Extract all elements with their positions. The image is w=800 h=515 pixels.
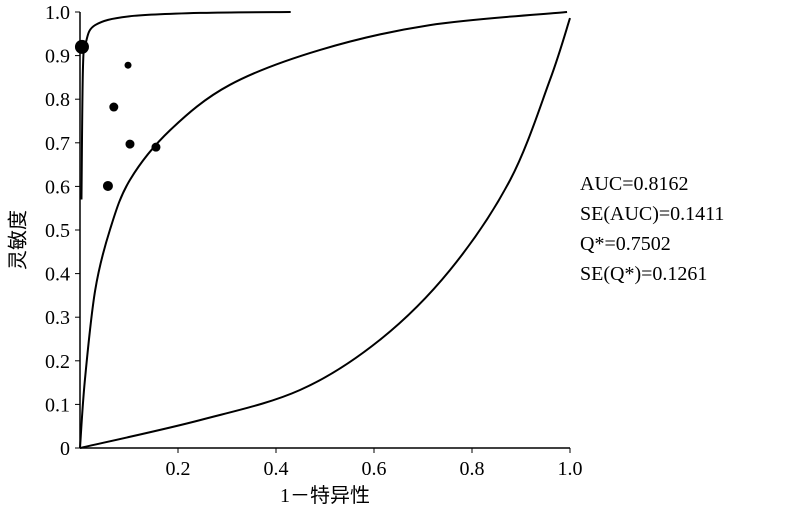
annotation: AUC=0.8162	[580, 173, 689, 195]
annotation: SE(AUC)=0.1411	[580, 203, 724, 225]
x-axis-label: 1－特异性	[280, 484, 370, 507]
y-tick-label: 1.0	[45, 2, 70, 24]
y-tick-label: 0.7	[45, 133, 70, 155]
x-tick-label: 1.0	[558, 458, 583, 480]
y-tick-label: 0.4	[45, 264, 70, 286]
x-tick-label: 0.2	[166, 458, 191, 480]
y-tick-label: 0.6	[45, 176, 70, 198]
y-tick-label: 0	[60, 438, 70, 460]
annotation: SE(Q*)=0.1261	[580, 263, 707, 285]
y-tick-label: 0.8	[45, 89, 70, 111]
y-tick-label: 0.2	[45, 351, 70, 373]
y-tick-label: 0.1	[45, 394, 70, 416]
point	[125, 139, 135, 149]
y-tick-label: 0.3	[45, 307, 70, 329]
x-tick-label: 0.8	[460, 458, 485, 480]
curve	[79, 11, 568, 449]
point	[102, 180, 113, 191]
x-tick-label: 0.4	[264, 458, 289, 480]
curve	[79, 17, 571, 449]
curve	[80, 11, 291, 200]
y-axis-label: 灵敏度	[7, 210, 30, 270]
point	[74, 39, 89, 54]
annotation: Q*=0.7502	[580, 233, 671, 255]
point	[151, 142, 161, 152]
y-tick-label: 0.5	[45, 220, 70, 242]
y-tick-label: 0.9	[45, 46, 70, 68]
point	[124, 61, 132, 69]
point	[109, 102, 119, 112]
x-tick-label: 0.6	[362, 458, 387, 480]
